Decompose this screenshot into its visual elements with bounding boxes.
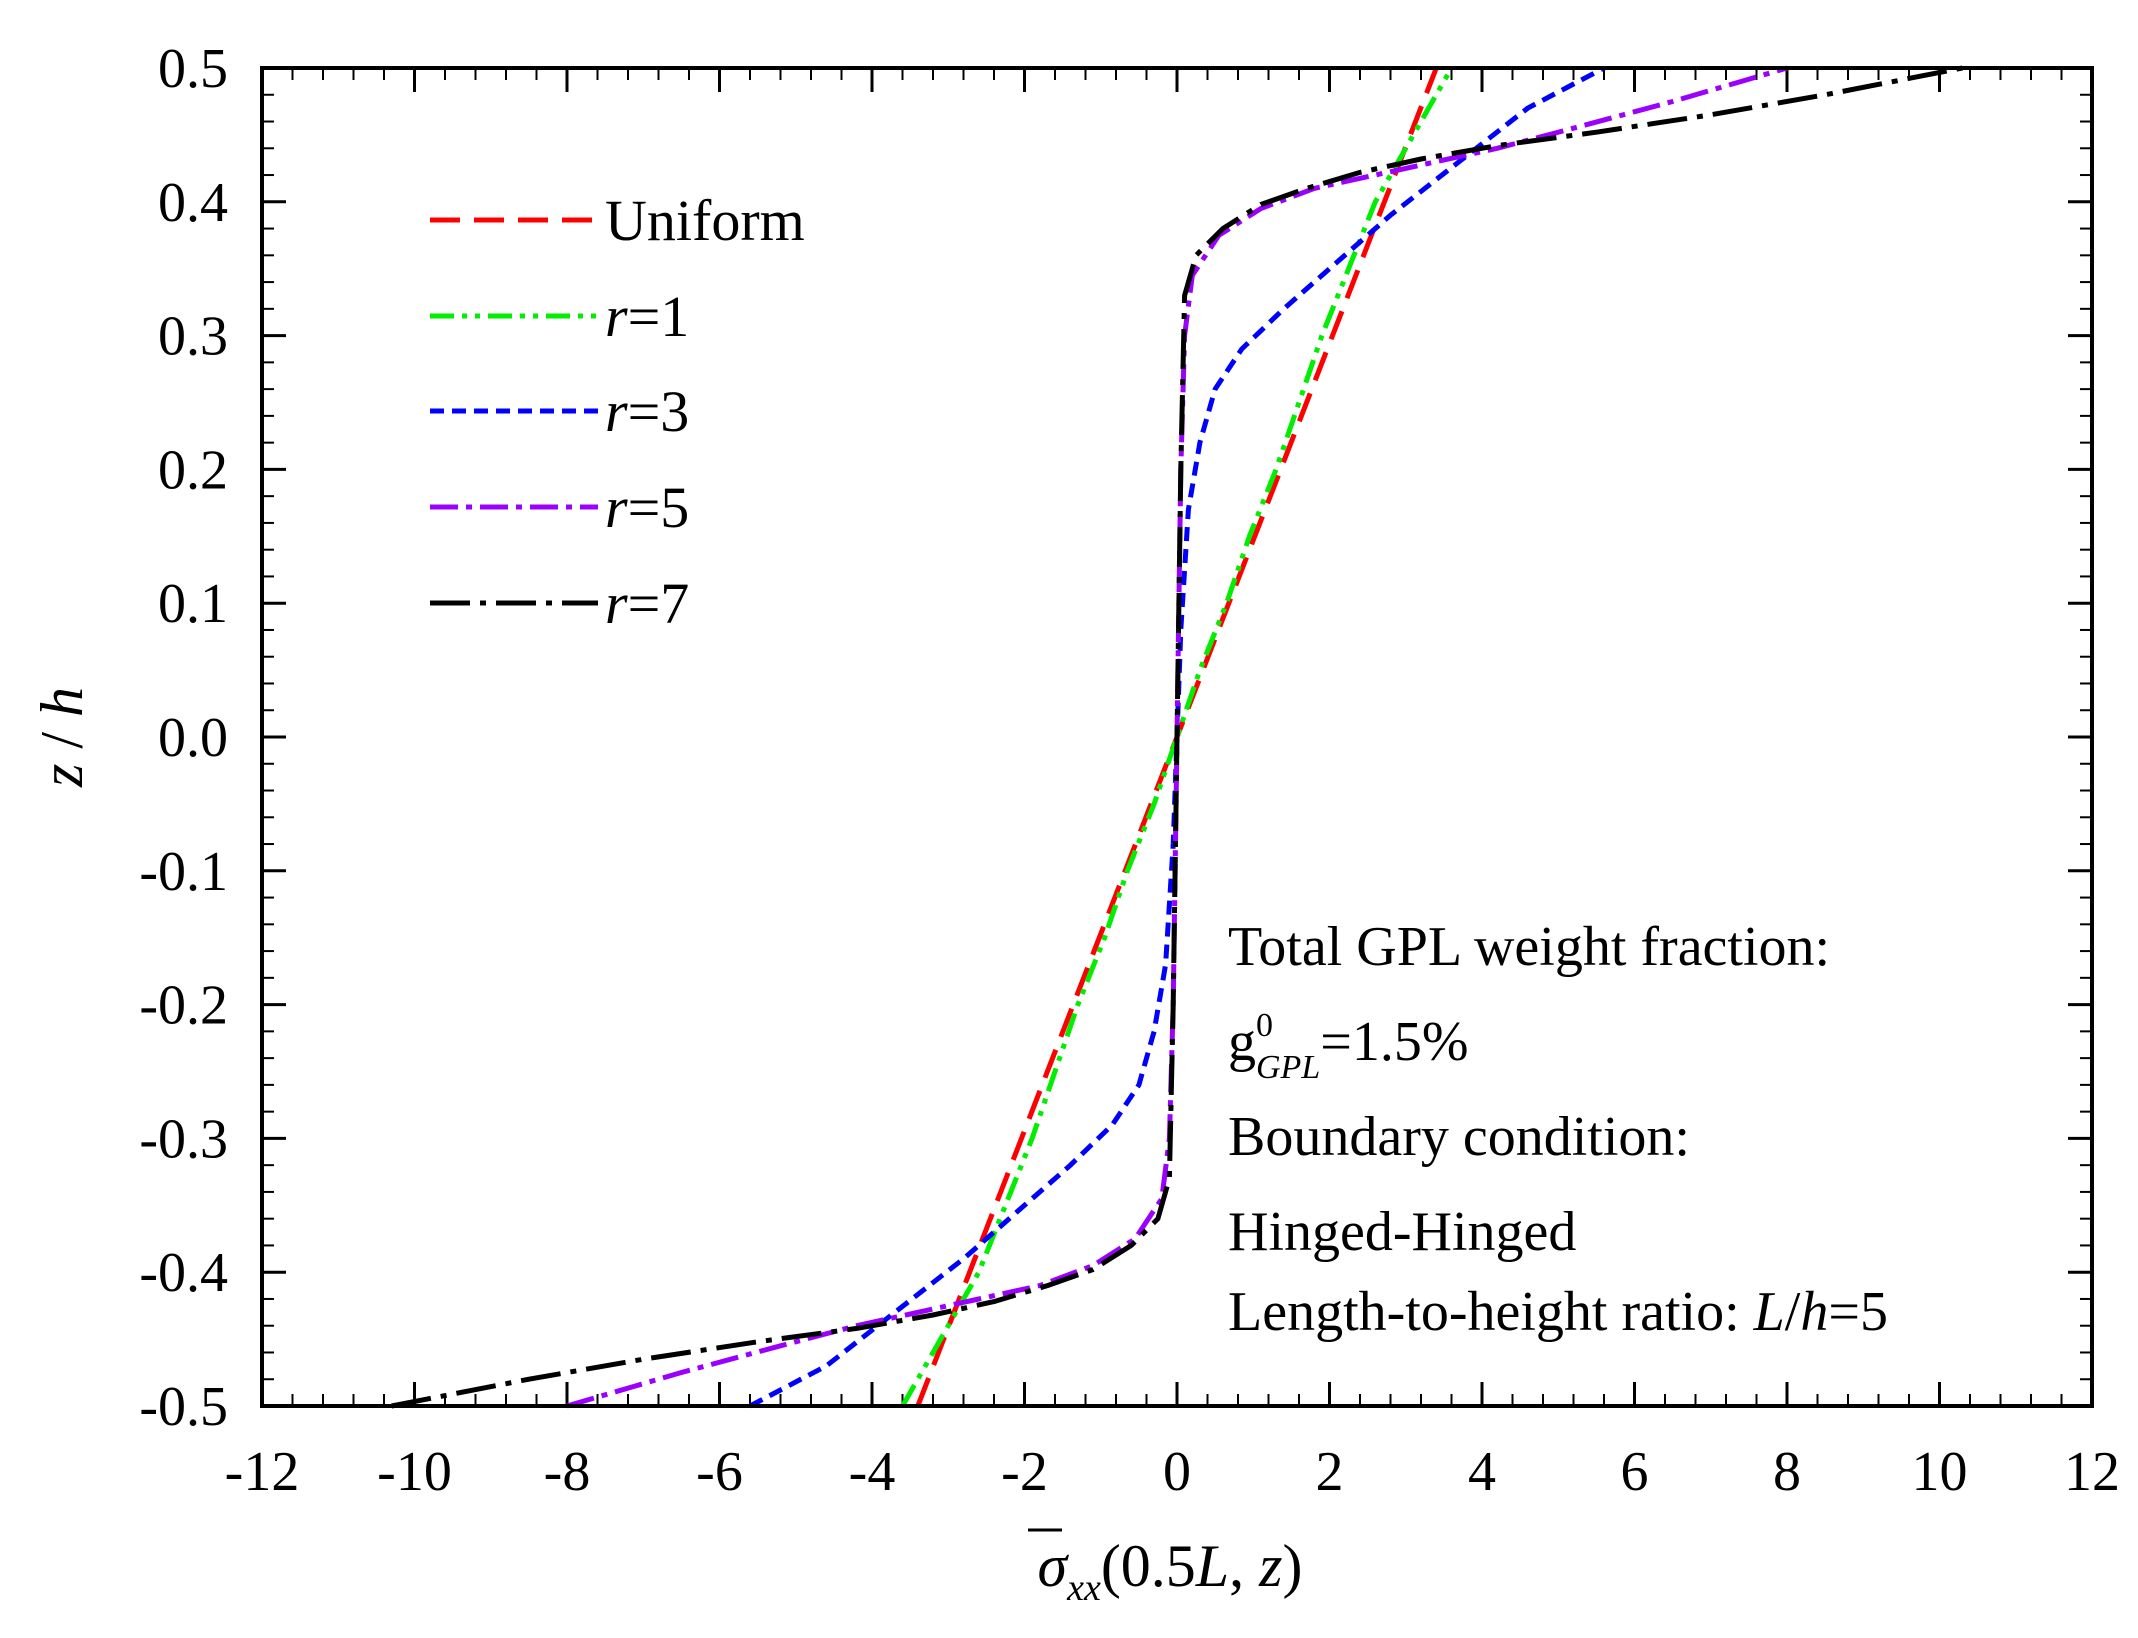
x-tick-label: -10 bbox=[377, 1441, 452, 1503]
y-axis-title: z / h bbox=[29, 687, 95, 788]
legend-label-r1: r=1 bbox=[605, 284, 689, 349]
y-tick-label: 0.4 bbox=[158, 172, 228, 234]
x-tick-label: -2 bbox=[1001, 1441, 1048, 1503]
legend-item-r7: r=7 bbox=[430, 571, 689, 636]
y-tick-label: 0.1 bbox=[158, 573, 228, 635]
y-tick-label: -0.2 bbox=[139, 975, 228, 1037]
x-tick-label: -12 bbox=[225, 1441, 300, 1503]
plot-frame bbox=[260, 66, 2094, 1408]
x-tick-label: 0 bbox=[1163, 1441, 1191, 1503]
x-tick-label: -8 bbox=[544, 1441, 591, 1503]
x-tick-label: 4 bbox=[1468, 1441, 1496, 1503]
series-lines bbox=[391, 65, 1963, 1409]
y-tick-label: -0.3 bbox=[139, 1108, 228, 1170]
legend-label-uniform: Uniform bbox=[605, 188, 805, 253]
y-tick-label: 0.5 bbox=[158, 38, 228, 100]
y-tick-label: 0.2 bbox=[158, 439, 228, 501]
legend-label-r7: r=7 bbox=[605, 571, 689, 636]
legend-item-uniform: Uniform bbox=[430, 188, 805, 253]
legend-label-r5: r=5 bbox=[605, 475, 689, 540]
annotation-gpl-value: g0 GPL=1.5% bbox=[1228, 1007, 1468, 1086]
legend: Uniform r=1 r=3 r=5 r=7 bbox=[430, 188, 805, 636]
x-tick-label: 12 bbox=[2064, 1441, 2120, 1503]
y-tick-labels: 0.5 0.4 0.3 0.2 0.1 0.0 -0.1 -0.2 -0.3 -0.4 -0.5 bbox=[139, 38, 228, 1438]
x-tick-label: 2 bbox=[1316, 1441, 1344, 1503]
annotation-ratio: Length-to-height ratio: L/h=5 bbox=[1228, 1281, 1888, 1343]
x-tick-labels: -12 -10 -8 -6 -4 -2 0 2 4 6 8 10 12 bbox=[225, 1441, 2120, 1503]
x-tick-label: 6 bbox=[1621, 1441, 1649, 1503]
legend-item-r3: r=3 bbox=[430, 379, 689, 444]
y-tick-label: -0.5 bbox=[139, 1376, 228, 1438]
x-axis-title: σxx(0.5L, z) bbox=[1037, 1533, 1302, 1609]
x-tick-label: -6 bbox=[696, 1441, 743, 1503]
series-line-r1 bbox=[900, 66, 1454, 1408]
legend-item-r1: r=1 bbox=[430, 284, 689, 349]
legend-item-r5: r=5 bbox=[430, 475, 689, 540]
annotation-bc-value: Hinged-Hinged bbox=[1228, 1201, 1576, 1263]
annotation-block: Total GPL weight fraction: g0 GPL=1.5% Bo… bbox=[1228, 916, 1888, 1343]
x-tick-label: -4 bbox=[849, 1441, 896, 1503]
y-tick-label: -0.1 bbox=[139, 841, 228, 903]
x-tick-label: 10 bbox=[1912, 1441, 1968, 1503]
y-tick-label: -0.4 bbox=[139, 1242, 228, 1304]
annotation-gpl-title: Total GPL weight fraction: bbox=[1228, 916, 1830, 978]
x-tick-label: 8 bbox=[1773, 1441, 1801, 1503]
series-line-r7 bbox=[391, 65, 1963, 1409]
y-tick-label: 0.3 bbox=[158, 306, 228, 368]
legend-label-r3: r=3 bbox=[605, 379, 689, 444]
y-tick-label: 0.0 bbox=[158, 707, 228, 769]
annotation-bc-title: Boundary condition: bbox=[1228, 1106, 1690, 1168]
